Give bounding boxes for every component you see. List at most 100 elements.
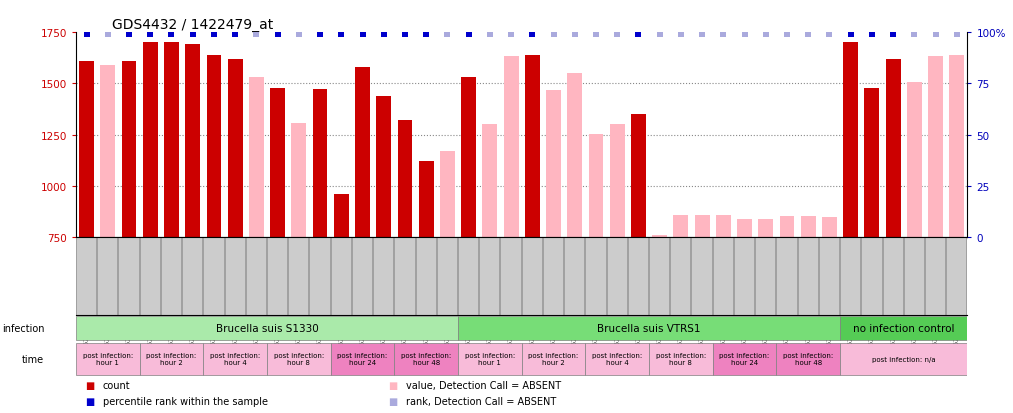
Bar xyxy=(759,219,773,238)
Bar xyxy=(522,344,586,375)
Bar xyxy=(313,89,327,238)
Point xyxy=(206,31,222,38)
Bar xyxy=(801,216,815,238)
Bar xyxy=(204,344,267,375)
Point xyxy=(269,31,286,38)
Text: post infection:
hour 24: post infection: hour 24 xyxy=(719,352,770,365)
Bar xyxy=(76,344,140,375)
Bar xyxy=(610,125,625,238)
Point xyxy=(609,31,625,38)
Bar xyxy=(822,217,837,238)
Point xyxy=(630,31,646,38)
Bar xyxy=(776,344,840,375)
Bar xyxy=(586,344,649,375)
Bar xyxy=(907,83,922,238)
Bar xyxy=(674,215,688,238)
Bar xyxy=(270,88,285,238)
Bar xyxy=(249,78,263,238)
Point xyxy=(461,31,477,38)
Bar xyxy=(631,115,646,238)
Bar xyxy=(143,43,158,238)
Point xyxy=(291,31,307,38)
Bar xyxy=(458,344,522,375)
Point xyxy=(376,31,392,38)
Bar xyxy=(397,121,412,238)
Point xyxy=(694,31,710,38)
Point xyxy=(121,31,137,38)
Bar xyxy=(737,219,752,238)
Bar xyxy=(461,78,476,238)
Bar xyxy=(394,344,458,375)
Bar xyxy=(356,68,370,238)
Bar xyxy=(228,59,242,238)
Bar xyxy=(79,62,94,238)
Point xyxy=(227,31,243,38)
Point xyxy=(142,31,158,38)
Text: post infection:
hour 2: post infection: hour 2 xyxy=(146,352,197,365)
Point xyxy=(864,31,880,38)
Text: post infection:
hour 8: post infection: hour 8 xyxy=(274,352,324,365)
Text: rank, Detection Call = ABSENT: rank, Detection Call = ABSENT xyxy=(406,396,556,406)
Text: post infection:
hour 2: post infection: hour 2 xyxy=(529,352,578,365)
Point xyxy=(736,31,753,38)
Bar xyxy=(207,56,222,238)
Text: ■: ■ xyxy=(388,380,397,390)
Point xyxy=(758,31,774,38)
Point xyxy=(907,31,923,38)
Text: count: count xyxy=(102,380,131,390)
Point xyxy=(78,31,94,38)
Point xyxy=(885,31,902,38)
Point xyxy=(566,31,582,38)
Text: post infection:
hour 4: post infection: hour 4 xyxy=(210,352,260,365)
Bar xyxy=(440,152,455,238)
Text: no infection control: no infection control xyxy=(853,323,954,333)
Text: ■: ■ xyxy=(85,396,94,406)
Bar xyxy=(334,195,348,238)
Text: percentile rank within the sample: percentile rank within the sample xyxy=(102,396,267,406)
Bar xyxy=(840,317,967,340)
Text: post infection:
hour 48: post infection: hour 48 xyxy=(783,352,834,365)
Point xyxy=(355,31,371,38)
Point xyxy=(822,31,838,38)
Point xyxy=(588,31,604,38)
Bar xyxy=(840,344,967,375)
Bar xyxy=(716,215,730,238)
Point xyxy=(184,31,201,38)
Bar xyxy=(164,43,179,238)
Point xyxy=(440,31,456,38)
Text: post infection:
hour 24: post infection: hour 24 xyxy=(337,352,388,365)
Bar xyxy=(76,317,458,340)
Bar xyxy=(649,344,713,375)
Bar xyxy=(567,74,582,238)
Point xyxy=(312,31,328,38)
Point xyxy=(545,31,561,38)
Bar xyxy=(330,344,394,375)
Text: post infection:
hour 1: post infection: hour 1 xyxy=(83,352,133,365)
Bar xyxy=(695,215,709,238)
Bar xyxy=(652,236,668,238)
Text: Brucella suis S1330: Brucella suis S1330 xyxy=(216,323,318,333)
Point xyxy=(715,31,731,38)
Point xyxy=(333,31,349,38)
Point xyxy=(673,31,689,38)
Point xyxy=(248,31,264,38)
Text: infection: infection xyxy=(2,324,45,334)
Bar xyxy=(546,90,561,238)
Point xyxy=(651,31,668,38)
Text: GDS4432 / 1422479_at: GDS4432 / 1422479_at xyxy=(111,18,272,32)
Point xyxy=(928,31,944,38)
Bar xyxy=(376,97,391,238)
Point xyxy=(843,31,859,38)
Bar xyxy=(713,344,776,375)
Text: Brucella suis VTRS1: Brucella suis VTRS1 xyxy=(598,323,701,333)
Bar xyxy=(292,124,306,238)
Bar xyxy=(185,45,201,238)
Point xyxy=(503,31,520,38)
Bar xyxy=(864,88,879,238)
Point xyxy=(800,31,816,38)
Bar xyxy=(418,162,434,238)
Point xyxy=(779,31,795,38)
Point xyxy=(163,31,179,38)
Point xyxy=(482,31,498,38)
Text: ■: ■ xyxy=(388,396,397,406)
